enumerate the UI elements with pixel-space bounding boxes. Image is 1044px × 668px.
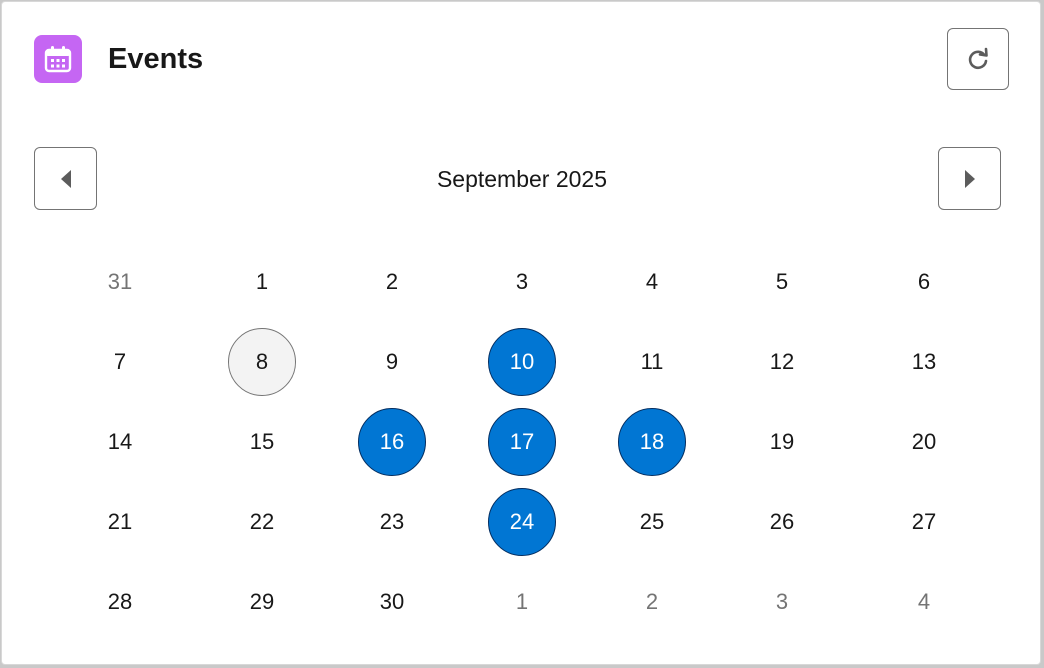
calendar-day[interactable]: 9 [385,349,399,374]
calendar-day[interactable]: 23 [379,509,405,534]
calendar-day[interactable]: 2 [645,589,659,614]
calendar-day[interactable]: 3 [515,269,529,294]
calendar-icon [34,35,82,83]
calendar-day[interactable]: 22 [249,509,275,534]
calendar-day[interactable]: 13 [911,349,937,374]
calendar-day[interactable]: 11 [640,349,664,374]
calendar-day[interactable]: 1 [255,269,269,294]
calendar-day-with-event[interactable]: 24 [488,488,556,556]
calendar-day-today[interactable]: 8 [228,328,296,396]
month-label: September 2025 [436,166,608,192]
next-month-button[interactable] [938,147,1001,210]
calendar-day[interactable]: 19 [769,429,795,454]
calendar-day[interactable]: 30 [379,589,405,614]
refresh-button[interactable] [947,28,1009,90]
calendar-day[interactable]: 1 [515,589,529,614]
calendar-day-with-event[interactable]: 18 [618,408,686,476]
calendar-day[interactable]: 5 [775,269,789,294]
calendar-day[interactable]: 4 [645,269,659,294]
left-triangle-icon [60,169,71,188]
calendar-day[interactable]: 12 [769,349,795,374]
calendar-day[interactable]: 15 [249,429,275,454]
calendar-day[interactable]: 31 [107,269,133,294]
calendar-day-with-event[interactable]: 17 [488,408,556,476]
calendar-day[interactable]: 3 [775,589,789,614]
calendar-day[interactable]: 28 [107,589,133,614]
calendar-day[interactable]: 21 [107,509,133,534]
calendar-day[interactable]: 4 [917,589,931,614]
calendar-day[interactable]: 26 [769,509,795,534]
calendar-day[interactable]: 14 [107,429,133,454]
refresh-icon [968,47,988,70]
calendar-day[interactable]: 6 [917,269,931,294]
calendar-day[interactable]: 7 [113,349,127,374]
calendar-day[interactable]: 20 [911,429,937,454]
calendar-day-with-event[interactable]: 16 [358,408,426,476]
calendar-day[interactable]: 2 [385,269,399,294]
calendar-day[interactable]: 29 [249,589,275,614]
previous-month-button[interactable] [34,147,97,210]
right-triangle-icon [964,169,975,188]
calendar-day[interactable]: 27 [911,509,937,534]
card-title: Events [108,43,204,75]
calendar-day[interactable]: 25 [639,509,665,534]
calendar-day-with-event[interactable]: 10 [488,328,556,396]
